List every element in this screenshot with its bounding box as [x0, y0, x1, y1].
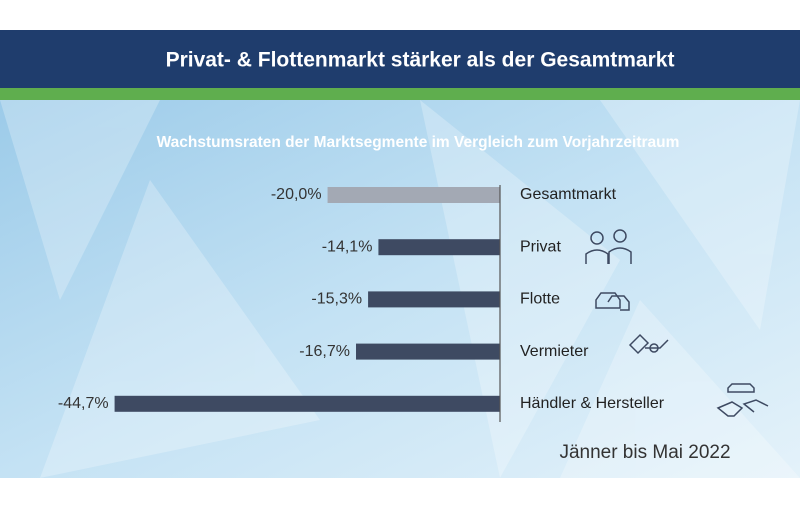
category-label: Vermieter: [520, 343, 589, 360]
bar: [368, 291, 500, 308]
value-label: -15,3%: [311, 291, 362, 308]
annotation: Jänner bis Mai 2022: [559, 442, 730, 463]
chart-title: Privat- & Flottenmarkt stärker als der G…: [166, 49, 675, 72]
bar: [356, 343, 500, 360]
bar: [327, 187, 500, 203]
value-label: -16,7%: [299, 343, 350, 360]
category-label: Flotte: [520, 291, 560, 308]
category-label: Gesamtmarkt: [520, 186, 617, 203]
header-stripe: [0, 88, 800, 100]
chart-subtitle: Wachstumsraten der Marktsegmente im Verg…: [157, 134, 680, 151]
category-label: Privat: [520, 238, 561, 255]
value-label: -20,0%: [271, 186, 322, 203]
icons: [585, 229, 769, 417]
bar: [378, 239, 500, 256]
value-label: -44,7%: [58, 395, 109, 412]
category-label: Händler & Hersteller: [520, 395, 665, 412]
value-label: -14,1%: [322, 238, 373, 255]
bar: [114, 395, 500, 412]
background: [0, 100, 800, 478]
header-band: [0, 30, 800, 90]
